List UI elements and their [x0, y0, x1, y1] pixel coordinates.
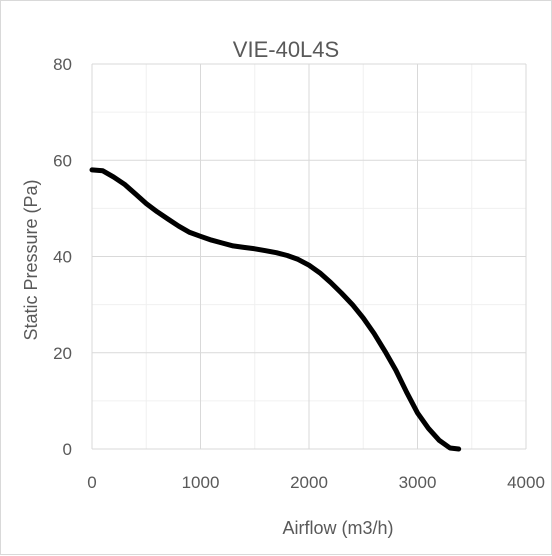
y-tick-label: 60	[53, 151, 72, 170]
x-tick-label: 4000	[507, 473, 545, 492]
y-axis-title: Static Pressure (Pa)	[21, 179, 41, 340]
x-tick-label: 3000	[399, 473, 437, 492]
y-tick-label: 40	[53, 248, 72, 267]
y-tick-label: 20	[53, 344, 72, 363]
x-tick-label: 1000	[182, 473, 220, 492]
series-line	[89, 167, 462, 452]
x-tick-label: 2000	[290, 473, 328, 492]
x-tick-label: 0	[87, 473, 96, 492]
y-tick-label: 0	[63, 440, 72, 459]
x-axis-title: Airflow (m3/h)	[282, 518, 393, 538]
grid	[91, 63, 527, 450]
y-tick-label: 80	[53, 55, 72, 74]
y-axis-ticks: 0 20 40 60 80	[53, 55, 72, 459]
x-axis-ticks: 0 1000 2000 3000 4000	[87, 473, 545, 492]
series-layer	[89, 167, 462, 452]
chart-title: VIE-40L4S	[233, 37, 339, 62]
